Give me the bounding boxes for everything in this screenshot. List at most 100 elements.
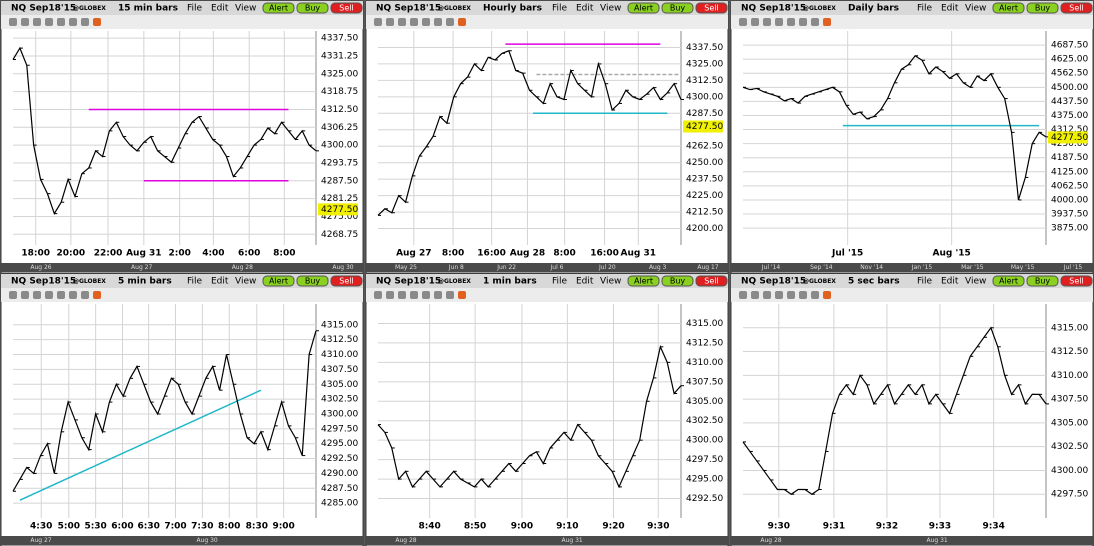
- button[interactable]: [1026, 2, 1059, 14]
- tool-icon[interactable]: [21, 18, 29, 26]
- tool-icon[interactable]: [374, 18, 382, 26]
- button-label[interactable]: Buy: [670, 4, 686, 13]
- button-label[interactable]: Buy: [305, 4, 321, 13]
- tool-icon[interactable]: [763, 18, 771, 26]
- menu-item[interactable]: Edit: [941, 4, 959, 14]
- menu-item[interactable]: File: [187, 277, 203, 287]
- button-label[interactable]: Buy: [1035, 4, 1051, 13]
- tool-icon[interactable]: [398, 291, 406, 299]
- button-label[interactable]: Sell: [339, 4, 353, 13]
- tool-icon[interactable]: [751, 291, 759, 299]
- button-label[interactable]: Sell: [704, 4, 718, 13]
- menu-item[interactable]: Edit: [211, 277, 229, 287]
- tool-icon[interactable]: [374, 291, 382, 299]
- menu-item[interactable]: File: [917, 277, 933, 287]
- button[interactable]: [330, 275, 363, 287]
- tool-icon[interactable]: [787, 291, 795, 299]
- interval[interactable]: 5 min bars: [118, 277, 172, 287]
- menu-item[interactable]: Edit: [211, 4, 229, 14]
- button[interactable]: [695, 2, 728, 14]
- button-label[interactable]: Alert: [269, 277, 288, 286]
- tool-icon[interactable]: [446, 18, 454, 26]
- tool-icon[interactable]: [81, 18, 89, 26]
- button[interactable]: [992, 2, 1025, 14]
- tool-icon[interactable]: [422, 291, 430, 299]
- scroll-bar[interactable]: [1, 536, 363, 545]
- interval[interactable]: Hourly bars: [483, 4, 542, 14]
- tool-icon[interactable]: [93, 291, 101, 299]
- tool-icon[interactable]: [787, 18, 795, 26]
- interval[interactable]: 5 sec bars: [848, 277, 900, 287]
- menu-item[interactable]: Edit: [576, 4, 594, 14]
- tool-icon[interactable]: [422, 18, 430, 26]
- tool-icon[interactable]: [458, 291, 466, 299]
- tool-icon[interactable]: [57, 291, 65, 299]
- menu-item[interactable]: Edit: [576, 277, 594, 287]
- tool-icon[interactable]: [69, 291, 77, 299]
- menu-item[interactable]: View: [965, 277, 986, 287]
- tool-icon[interactable]: [93, 18, 101, 26]
- tool-icon[interactable]: [799, 291, 807, 299]
- button[interactable]: [1060, 275, 1093, 287]
- menu-item[interactable]: File: [552, 277, 568, 287]
- scroll-bar[interactable]: [731, 536, 1093, 545]
- button-label[interactable]: Alert: [999, 277, 1018, 286]
- tool-icon[interactable]: [775, 291, 783, 299]
- button-label[interactable]: Sell: [1069, 4, 1083, 13]
- menu-item[interactable]: View: [600, 4, 621, 14]
- tool-icon[interactable]: [21, 291, 29, 299]
- button-label[interactable]: Sell: [1069, 277, 1083, 286]
- scroll-bar[interactable]: [1, 263, 363, 272]
- tool-icon[interactable]: [398, 18, 406, 26]
- menu-item[interactable]: View: [600, 277, 621, 287]
- menu-item[interactable]: View: [235, 277, 256, 287]
- button[interactable]: [330, 2, 363, 14]
- button[interactable]: [661, 275, 694, 287]
- tool-icon[interactable]: [739, 18, 747, 26]
- tool-icon[interactable]: [775, 18, 783, 26]
- scroll-bar[interactable]: [366, 263, 728, 272]
- tool-icon[interactable]: [434, 18, 442, 26]
- interval[interactable]: 15 min bars: [118, 4, 178, 14]
- tool-icon[interactable]: [823, 18, 831, 26]
- button-label[interactable]: Alert: [634, 4, 653, 13]
- menu-item[interactable]: View: [235, 4, 256, 14]
- scroll-bar[interactable]: [731, 263, 1093, 272]
- tool-icon[interactable]: [739, 291, 747, 299]
- button[interactable]: [661, 2, 694, 14]
- button[interactable]: [262, 2, 295, 14]
- menu-item[interactable]: View: [965, 4, 986, 14]
- button[interactable]: [992, 275, 1025, 287]
- button[interactable]: [296, 275, 329, 287]
- button[interactable]: [627, 2, 660, 14]
- menu-item[interactable]: File: [187, 4, 203, 14]
- menu-item[interactable]: File: [552, 4, 568, 14]
- button-label[interactable]: Sell: [704, 277, 718, 286]
- tool-icon[interactable]: [811, 291, 819, 299]
- button-label[interactable]: Sell: [339, 277, 353, 286]
- tool-icon[interactable]: [386, 291, 394, 299]
- button-label[interactable]: Buy: [1035, 277, 1051, 286]
- tool-icon[interactable]: [33, 18, 41, 26]
- tool-icon[interactable]: [33, 291, 41, 299]
- tool-icon[interactable]: [81, 291, 89, 299]
- interval[interactable]: Daily bars: [848, 4, 899, 14]
- tool-icon[interactable]: [811, 18, 819, 26]
- tool-icon[interactable]: [45, 291, 53, 299]
- tool-icon[interactable]: [763, 291, 771, 299]
- interval[interactable]: 1 min bars: [483, 277, 537, 287]
- button[interactable]: [1060, 2, 1093, 14]
- tool-icon[interactable]: [751, 18, 759, 26]
- tool-icon[interactable]: [799, 18, 807, 26]
- button-label[interactable]: Alert: [634, 277, 653, 286]
- menu-item[interactable]: Edit: [941, 277, 959, 287]
- button[interactable]: [1026, 275, 1059, 287]
- button-label[interactable]: Alert: [269, 4, 288, 13]
- tool-icon[interactable]: [69, 18, 77, 26]
- tool-icon[interactable]: [434, 291, 442, 299]
- button[interactable]: [262, 275, 295, 287]
- scroll-bar[interactable]: [366, 536, 728, 545]
- tool-icon[interactable]: [9, 18, 17, 26]
- tool-icon[interactable]: [57, 18, 65, 26]
- tool-icon[interactable]: [458, 18, 466, 26]
